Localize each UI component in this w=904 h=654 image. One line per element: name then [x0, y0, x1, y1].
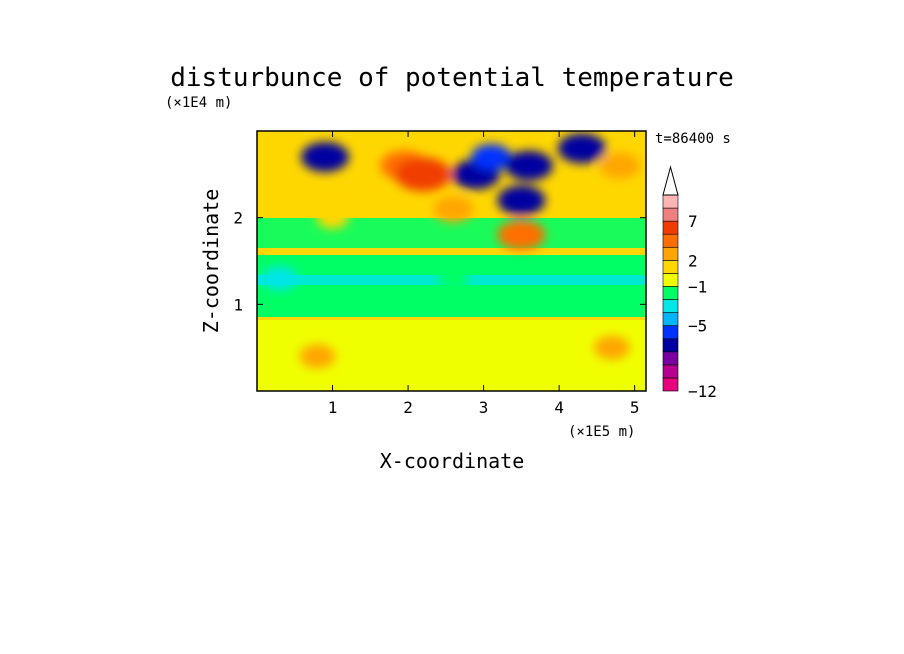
colorbar-extend-arrow: [662, 165, 679, 196]
x-tick-label: 3: [479, 398, 489, 417]
y-axis-title: Z-coordinate: [199, 189, 223, 334]
plot-frame: [256, 130, 647, 392]
colorbar-segment: [662, 377, 679, 392]
field-feature: [261, 266, 298, 291]
field-feature: [599, 152, 640, 179]
y-unit-label: (×1E4 m): [165, 95, 232, 111]
contour-field: [257, 131, 646, 391]
colorbar-segment: [662, 325, 679, 340]
x-axis-title: X-coordinate: [380, 449, 525, 473]
colorbar-segment: [662, 233, 679, 248]
colorbar-segment: [662, 364, 679, 379]
field-feature: [299, 344, 336, 369]
field-feature: [497, 185, 546, 216]
x-unit-label: (×1E5 m): [568, 424, 635, 440]
colorbar-segment: [662, 207, 679, 222]
colorbar-segment: [662, 273, 679, 287]
field-feature: [316, 206, 349, 229]
field-feature: [594, 335, 631, 360]
colorbar-tick-label: −1: [688, 277, 707, 296]
colorbar-segment: [662, 194, 679, 209]
x-tick-label: 2: [403, 398, 413, 417]
colorbar-segment: [662, 312, 679, 326]
colorbar-segment: [662, 220, 679, 235]
y-tick-label: 1: [233, 295, 243, 314]
field-feature: [497, 220, 546, 250]
band-upper-green: [257, 218, 646, 248]
x-tick-label: 1: [328, 398, 338, 417]
colorbar-segment: [662, 338, 679, 353]
x-tick-label: 5: [630, 398, 640, 417]
field-feature: [557, 133, 606, 164]
colorbar-tick-label: 7: [688, 212, 698, 231]
field-feature: [504, 150, 553, 181]
colorbar-tick-label: 2: [688, 251, 698, 270]
colorbar-segment: [662, 351, 679, 366]
y-tick-label: 2: [233, 209, 243, 228]
chart-title: disturbunce of potential temperature: [170, 63, 734, 93]
colorbar-segment: [662, 260, 679, 274]
colorbar-tick-label: −12: [688, 382, 717, 401]
field-feature: [395, 157, 452, 192]
colorbar: 7 2 −1 −5 −12: [662, 165, 717, 401]
colorbar-segment: [662, 299, 679, 313]
colorbar-tick-label: −5: [688, 317, 707, 336]
x-tick-label: 4: [554, 398, 564, 417]
field-feature: [433, 196, 474, 222]
field-feature: [471, 144, 512, 170]
colorbar-segment: [662, 286, 679, 300]
colorbar-segment: [662, 246, 679, 261]
y-axis: 12: [233, 209, 646, 314]
time-label: t=86400 s: [655, 131, 731, 147]
x-axis: 1 2 3 4 5: [328, 131, 640, 417]
field-feature: [300, 142, 349, 172]
field-feature: [437, 267, 470, 290]
